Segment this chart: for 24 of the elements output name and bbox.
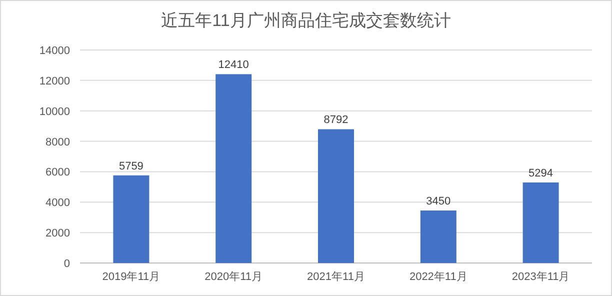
x-tick-label: 2022年11月 (409, 271, 468, 283)
bar (113, 175, 150, 263)
x-tick-label: 2021年11月 (307, 271, 365, 283)
y-tick-label: 0 (64, 258, 70, 270)
y-tick-label: 10000 (39, 106, 70, 118)
data-label: 5759 (118, 160, 144, 172)
data-label: 8792 (324, 114, 348, 126)
y-tick-label: 6000 (46, 166, 70, 179)
data-label: 5294 (528, 167, 554, 180)
bar (420, 210, 456, 263)
data-label: 12410 (218, 59, 249, 72)
y-tick-label: 4000 (46, 197, 70, 210)
x-tick-label: 2023年11月 (512, 271, 570, 283)
bar (522, 182, 559, 263)
data-label: 3450 (426, 196, 451, 208)
y-tick-label: 14000 (39, 45, 70, 57)
bar (216, 74, 252, 263)
bar (318, 129, 354, 263)
y-tick-label: 12000 (39, 75, 70, 88)
x-tick-label: 2019年11月 (102, 271, 160, 283)
y-tick-label: 8000 (46, 136, 70, 148)
y-tick-label: 2000 (46, 228, 70, 240)
chart-title: 近五年11月广州商品住宅成交套数统计 (161, 11, 451, 30)
x-tick-label: 2020年11月 (204, 271, 263, 283)
